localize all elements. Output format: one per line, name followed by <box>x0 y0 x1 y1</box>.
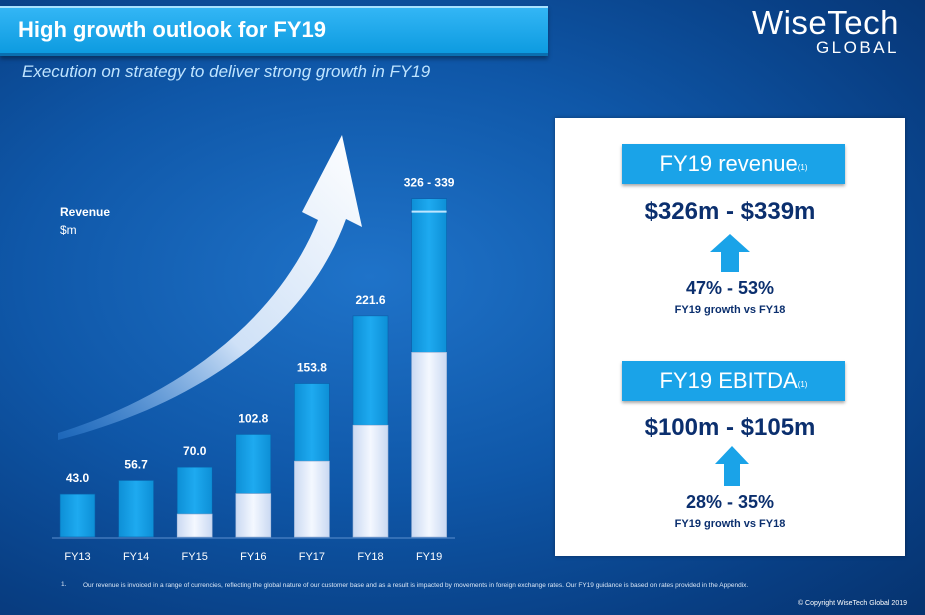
bar-fy19-upper <box>411 198 447 353</box>
wisetech-logo: WiseTech GLOBAL <box>751 4 899 57</box>
bar-fy15-lower <box>176 513 213 538</box>
footnote-number: 1. <box>61 581 67 588</box>
ebitda-pill: FY19 EBITDA(1) <box>622 361 845 401</box>
bar-value-label-fy14: 56.7 <box>124 457 148 471</box>
x-tick-label-fy16: FY16 <box>240 551 266 563</box>
bar-value-label-fy19: 326 - 339 <box>404 176 455 190</box>
bar-value-label-fy17: 153.8 <box>297 361 327 375</box>
bar-fy15-upper <box>176 466 213 515</box>
bar-fy13-upper <box>59 493 96 538</box>
bar-fy17-upper <box>294 383 330 462</box>
x-tick-label-fy19: FY19 <box>416 551 442 563</box>
bar-fy18-upper <box>352 315 389 426</box>
ebitda-pill-label: FY19 EBITDA <box>659 368 798 393</box>
revenue-pill-label: FY19 revenue <box>659 151 798 176</box>
copyright-text: © Copyright WiseTech Global 2019 <box>797 600 907 607</box>
ebitda-up-arrow-icon <box>715 446 749 486</box>
footnote-text: Our revenue is invoiced in a range of cu… <box>83 582 749 589</box>
x-tick-label-fy15: FY15 <box>182 551 208 563</box>
x-tick-label-fy17: FY17 <box>299 551 325 563</box>
bar-value-label-fy18: 221.6 <box>355 293 385 307</box>
revenue-pill: FY19 revenue(1) <box>622 144 845 184</box>
revenue-range: $326m - $339m <box>644 198 816 225</box>
bar-value-label-fy15: 70.0 <box>183 444 207 458</box>
y-axis-label: Revenue <box>60 205 110 219</box>
bar-fy16-lower <box>235 493 272 538</box>
revenue-bar-chart: Revenue $m 43.0 FY13 56.7 FY14 70.0 FY15 102.8… <box>52 135 455 563</box>
bar-fy16-upper <box>235 434 272 494</box>
title-bar: High growth outlook for FY19 <box>0 6 548 56</box>
x-tick-label-fy13: FY13 <box>64 551 90 563</box>
ebitda-growth: 28% - 35% <box>685 492 775 512</box>
bar-fy17-lower <box>294 460 330 538</box>
page-title: High growth outlook for FY19 <box>18 17 326 42</box>
page-subtitle: Execution on strategy to deliver strong … <box>22 62 431 81</box>
ebitda-footnote-ref: (1) <box>797 380 808 389</box>
y-axis-unit: $m <box>60 223 77 237</box>
revenue-growth: 47% - 53% <box>685 278 775 298</box>
x-tick-label-fy14: FY14 <box>123 551 149 563</box>
revenue-up-arrow-icon <box>710 234 750 272</box>
bar-fy18-lower <box>352 424 389 538</box>
ebitda-range: $100m - $105m <box>644 414 816 441</box>
bar-value-label-fy13: 43.0 <box>66 471 90 485</box>
guidance-panel: FY19 revenue(1) $326m - $339m 47% - 53% … <box>555 118 905 556</box>
bar-value-label-fy16: 102.8 <box>238 411 268 425</box>
bar-fy19-lower <box>411 352 447 538</box>
x-tick-label-fy18: FY18 <box>357 551 383 563</box>
ebitda-growth-note: FY19 growth vs FY18 <box>674 518 786 530</box>
logo-sub-text: GLOBAL <box>815 38 899 57</box>
revenue-growth-note: FY19 growth vs FY18 <box>674 304 786 316</box>
revenue-footnote-ref: (1) <box>797 163 808 172</box>
growth-arrow <box>58 135 362 440</box>
logo-main-text: WiseTech <box>751 4 899 41</box>
bar-fy14-upper <box>118 480 154 538</box>
